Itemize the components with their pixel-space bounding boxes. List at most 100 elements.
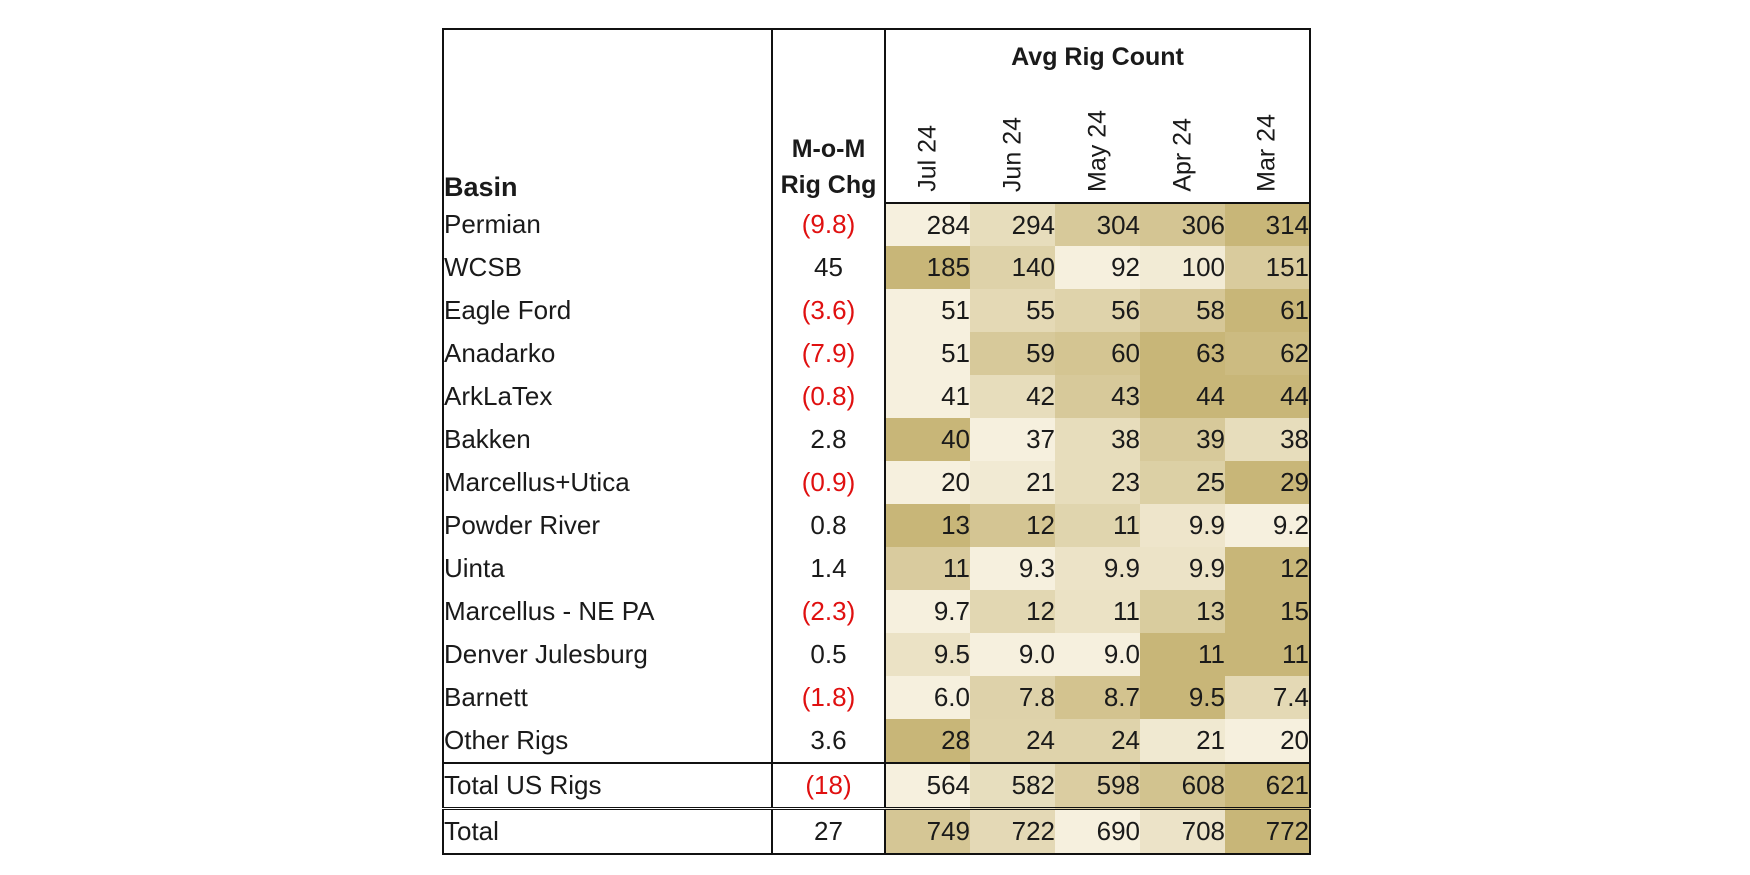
month-header: Apr 24 — [1140, 84, 1225, 204]
rig-count-cell: 42 — [970, 375, 1055, 418]
mom-change-header: M-o-M Rig Chg — [772, 29, 886, 203]
rig-count-cell: 41 — [885, 375, 970, 418]
rig-count-table: Basin M-o-M Rig Chg Avg Rig Count Jul 24… — [442, 28, 1311, 855]
mom-change-header-line1: M-o-M — [791, 135, 866, 163]
rig-count-cell: 12 — [970, 590, 1055, 633]
rig-count-cell: 13 — [1140, 590, 1225, 633]
rig-count-cell: 25 — [1140, 461, 1225, 504]
rig-count-cell: 38 — [1225, 418, 1310, 461]
mom-change-value: (0.8) — [772, 375, 886, 418]
month-label: Apr 24 — [1168, 118, 1196, 192]
rig-count-cell: 29 — [1225, 461, 1310, 504]
basin-name: ArkLaTex — [443, 375, 773, 418]
mom-change-value: 0.8 — [772, 504, 886, 547]
rig-count-cell: 9.0 — [970, 633, 1055, 676]
rig-count-cell: 9.2 — [1225, 504, 1310, 547]
rig-count-cell: 43 — [1055, 375, 1140, 418]
month-label: Jul 24 — [913, 125, 942, 192]
mom-change-header-line2: Rig Chg — [780, 171, 877, 199]
rig-count-cell: 51 — [885, 332, 970, 375]
rig-count-cell: 40 — [885, 418, 970, 461]
rig-count-cell: 51 — [885, 289, 970, 332]
rig-count-cell: 61 — [1225, 289, 1310, 332]
rig-count-cell: 11 — [1055, 590, 1140, 633]
rig-count-cell: 12 — [1225, 547, 1310, 590]
rig-count-cell: 294 — [970, 203, 1055, 246]
basin-name: WCSB — [443, 246, 773, 289]
table-row: Uinta 1.4 11 9.3 9.9 9.9 12 — [443, 547, 1310, 590]
basin-name: Marcellus - NE PA — [443, 590, 773, 633]
rig-count-cell: 63 — [1140, 332, 1225, 375]
rig-count-cell: 314 — [1225, 203, 1310, 246]
rig-count-cell: 621 — [1225, 762, 1310, 809]
rig-count-cell: 564 — [885, 762, 970, 809]
mom-change-value: (18) — [772, 762, 886, 809]
table-row: Eagle Ford (3.6) 51 55 56 58 61 — [443, 289, 1310, 332]
rig-count-cell: 44 — [1140, 375, 1225, 418]
mom-change-value: 2.8 — [772, 418, 886, 461]
rig-count-cell: 582 — [970, 762, 1055, 809]
mom-change-value: (3.6) — [772, 289, 886, 332]
table-row: ArkLaTex (0.8) 41 42 43 44 44 — [443, 375, 1310, 418]
mom-change-value: 0.5 — [772, 633, 886, 676]
rig-count-cell: 44 — [1225, 375, 1310, 418]
table-row: Total 27 749 722 690 708 772 — [443, 807, 1310, 854]
rig-count-cell: 9.9 — [1140, 547, 1225, 590]
table-row: Anadarko (7.9) 51 59 60 63 62 — [443, 332, 1310, 375]
basin-name: Bakken — [443, 418, 773, 461]
rig-count-cell: 24 — [970, 719, 1055, 763]
rig-count-cell: 304 — [1055, 203, 1140, 246]
basin-name: Total US Rigs — [443, 762, 773, 809]
table-row: Barnett (1.8) 6.0 7.8 8.7 9.5 7.4 — [443, 676, 1310, 719]
basin-name: Total — [443, 807, 773, 854]
rig-count-cell: 690 — [1055, 807, 1140, 854]
rig-count-cell: 21 — [970, 461, 1055, 504]
table-row: Marcellus+Utica (0.9) 20 21 23 25 29 — [443, 461, 1310, 504]
rig-count-cell: 13 — [885, 504, 970, 547]
rig-count-cell: 38 — [1055, 418, 1140, 461]
month-header: May 24 — [1055, 84, 1140, 204]
mom-change-value: (9.8) — [772, 203, 886, 246]
basin-name: Anadarko — [443, 332, 773, 375]
rig-count-cell: 11 — [1140, 633, 1225, 676]
mom-change-value: (2.3) — [772, 590, 886, 633]
rig-count-cell: 20 — [1225, 719, 1310, 763]
rig-count-cell: 9.9 — [1140, 504, 1225, 547]
month-label: May 24 — [1083, 110, 1111, 192]
month-header: Jun 24 — [970, 84, 1055, 204]
rig-count-cell: 15 — [1225, 590, 1310, 633]
month-header: Jul 24 — [885, 84, 970, 204]
month-label: Mar 24 — [1252, 114, 1281, 192]
table-row: Other Rigs 3.6 28 24 24 21 20 — [443, 719, 1310, 763]
rig-count-cell: 598 — [1055, 762, 1140, 809]
rig-count-cell: 11 — [1225, 633, 1310, 676]
rig-count-cell: 56 — [1055, 289, 1140, 332]
rig-count-cell: 9.5 — [1140, 676, 1225, 719]
rig-count-cell: 92 — [1055, 246, 1140, 289]
mom-change-value: (1.8) — [772, 676, 886, 719]
rig-count-cell: 28 — [885, 719, 970, 763]
rig-count-cell: 11 — [885, 547, 970, 590]
rig-count-cell: 60 — [1055, 332, 1140, 375]
rig-count-cell: 39 — [1140, 418, 1225, 461]
basin-name: Eagle Ford — [443, 289, 773, 332]
rig-count-cell: 722 — [970, 807, 1055, 854]
rig-count-cell: 7.4 — [1225, 676, 1310, 719]
rig-count-cell: 284 — [885, 203, 970, 246]
rig-count-cell: 9.3 — [970, 547, 1055, 590]
rig-count-cell: 306 — [1140, 203, 1225, 246]
rig-count-cell: 9.7 — [885, 590, 970, 633]
basin-header: Basin — [443, 29, 773, 203]
rig-count-cell: 20 — [885, 461, 970, 504]
rig-count-cell: 9.0 — [1055, 633, 1140, 676]
basin-name: Denver Julesburg — [443, 633, 773, 676]
basin-name: Permian — [443, 203, 773, 246]
rig-count-cell: 9.5 — [885, 633, 970, 676]
rig-count-cell: 772 — [1225, 807, 1310, 854]
rig-count-cell: 59 — [970, 332, 1055, 375]
rig-count-cell: 185 — [885, 246, 970, 289]
table-row: WCSB 45 185 140 92 100 151 — [443, 246, 1310, 289]
rig-count-cell: 7.8 — [970, 676, 1055, 719]
rig-count-cell: 8.7 — [1055, 676, 1140, 719]
rig-count-cell: 708 — [1140, 807, 1225, 854]
